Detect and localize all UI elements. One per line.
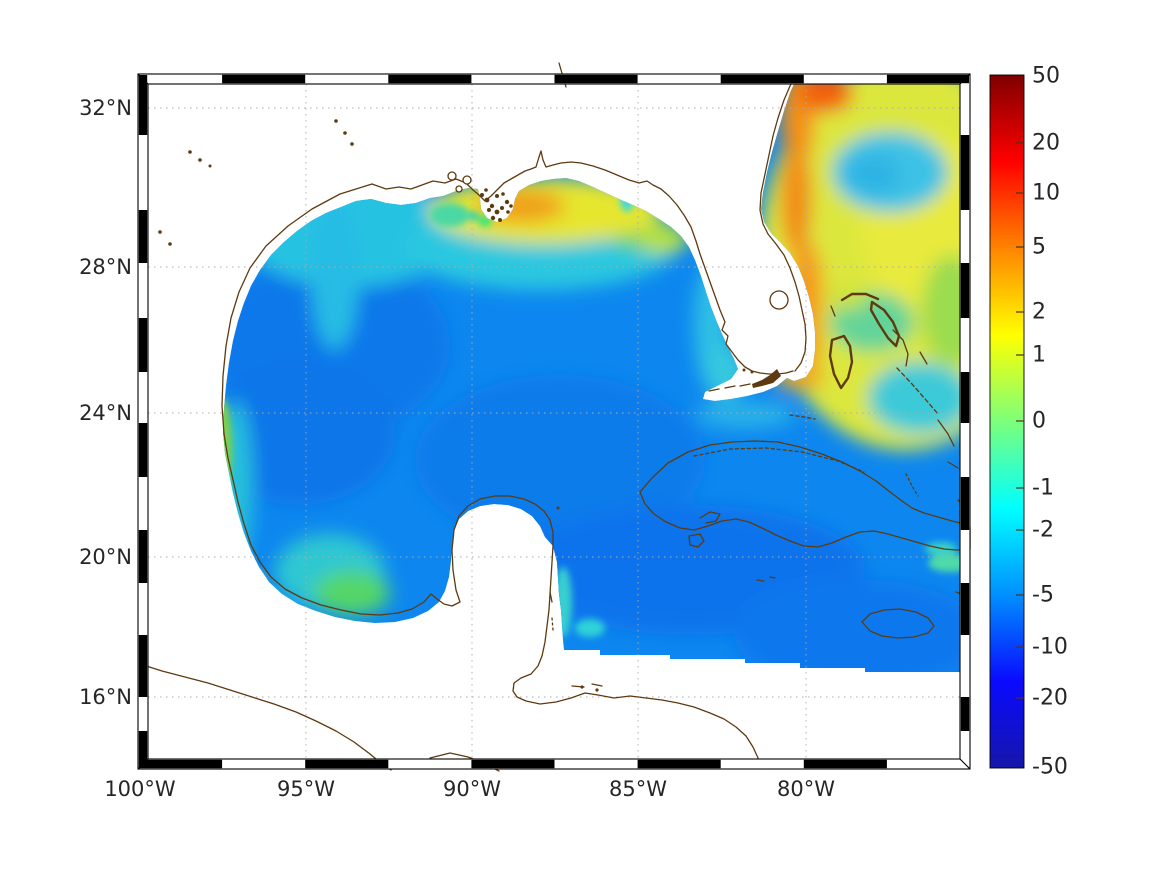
zebra-segments bbox=[138, 74, 970, 769]
lon-tick-label: 90°W bbox=[443, 777, 501, 801]
lon-axis: 100°W 95°W 90°W 85°W 80°W bbox=[104, 777, 835, 801]
pacific-coastline bbox=[139, 663, 392, 771]
cuba-coastline bbox=[639, 440, 971, 551]
mississippi-delta bbox=[480, 188, 513, 222]
florida-keys bbox=[708, 369, 781, 392]
isle-of-youth bbox=[688, 533, 705, 548]
colorbar-tick-label: 20 bbox=[1032, 131, 1060, 156]
colorbar-tick-marks bbox=[1016, 142, 1024, 699]
lat-axis: 32°N 28°N 24°N 20°N 16°N bbox=[79, 96, 132, 709]
north-gulf-coastline bbox=[371, 150, 794, 375]
lat-tick-label: 28°N bbox=[79, 255, 132, 279]
yucatan-cays bbox=[549, 506, 560, 631]
colorbar-tick-label: -2 bbox=[1032, 518, 1054, 543]
colorbar-tick-label: 1 bbox=[1032, 343, 1046, 368]
colorbar-tick-label: 10 bbox=[1032, 181, 1060, 206]
colorbar-tick-label: -5 bbox=[1032, 583, 1054, 608]
inland-lakes bbox=[158, 119, 754, 692]
lat-tick-label: 16°N bbox=[79, 685, 132, 709]
colorbar-tick-label: 50 bbox=[1032, 64, 1060, 89]
bay-islands bbox=[571, 683, 603, 688]
colorbar-tick-label: -1 bbox=[1032, 476, 1054, 501]
louisiana-lakes bbox=[447, 171, 472, 193]
colorbar-tick-label: 2 bbox=[1032, 300, 1046, 325]
lon-tick-label: 80°W bbox=[777, 777, 835, 801]
map-frame bbox=[137, 73, 971, 770]
lake-okeechobee bbox=[769, 290, 789, 310]
lon-tick-label: 100°W bbox=[104, 777, 176, 801]
lon-tick-label: 95°W bbox=[277, 777, 335, 801]
colorbar-tick-label: -50 bbox=[1032, 755, 1068, 780]
coastlines bbox=[139, 62, 971, 772]
colorbar-tick-label: -20 bbox=[1032, 686, 1068, 711]
data-field bbox=[223, 84, 960, 672]
colorbar-tick-label: 5 bbox=[1032, 235, 1046, 260]
cuba-north-marsh bbox=[693, 447, 865, 473]
mainland-coastline bbox=[221, 183, 761, 770]
colorbar: 50 20 10 5 2 1 0 -1 -2 -5 -10 -20 -50 bbox=[989, 64, 1068, 780]
graticule-gridlines bbox=[148, 84, 960, 759]
lat-tick-label: 20°N bbox=[79, 545, 132, 569]
colorbar-tick-label: 0 bbox=[1032, 409, 1046, 434]
lon-tick-label: 85°W bbox=[609, 777, 667, 801]
cayman-islands bbox=[756, 576, 776, 582]
florida-east-coastline bbox=[759, 74, 807, 372]
corner-bevels bbox=[137, 73, 971, 770]
jamaica-coastline bbox=[861, 608, 935, 639]
zapata-peninsula bbox=[699, 511, 721, 524]
colorbar-tick-label: -10 bbox=[1032, 635, 1068, 660]
lat-tick-label: 24°N bbox=[79, 401, 132, 425]
lat-tick-label: 32°N bbox=[79, 96, 132, 120]
